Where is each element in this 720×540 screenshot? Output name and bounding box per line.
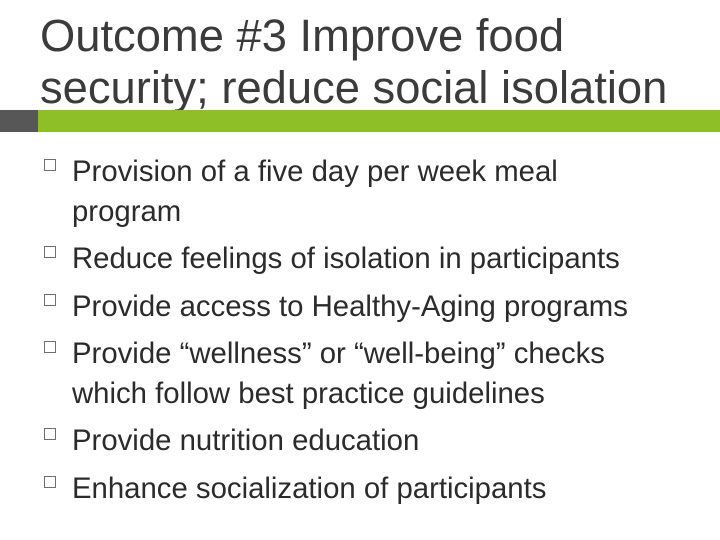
slide-title: Outcome #3 Improve food security; reduce… — [40, 10, 680, 114]
square-bullet-icon — [44, 246, 56, 258]
list-item: Provision of a five day per week meal pr… — [44, 152, 664, 231]
accent-bar — [0, 110, 720, 132]
bullet-list: Provision of a five day per week meal pr… — [44, 152, 664, 509]
bullet-text: Provide nutrition education — [72, 421, 419, 461]
bullet-text: Provide access to Healthy-Aging programs — [72, 287, 628, 327]
list-item: Provide access to Healthy-Aging programs — [44, 287, 664, 327]
bullet-text: Provision of a five day per week meal pr… — [72, 152, 664, 231]
square-bullet-icon — [44, 294, 56, 306]
bullet-text: Enhance socialization of participants — [72, 469, 546, 509]
list-item: Provide “wellness” or “well-being” check… — [44, 334, 664, 413]
list-item: Reduce feelings of isolation in particip… — [44, 239, 664, 279]
square-bullet-icon — [44, 428, 56, 440]
accent-bar-dark — [0, 110, 38, 132]
square-bullet-icon — [44, 341, 56, 353]
square-bullet-icon — [44, 476, 56, 488]
square-bullet-icon — [44, 159, 56, 171]
slide: Outcome #3 Improve food security; reduce… — [0, 0, 720, 540]
list-item: Provide nutrition education — [44, 421, 664, 461]
accent-bar-green — [38, 110, 720, 132]
bullet-text: Provide “wellness” or “well-being” check… — [72, 334, 664, 413]
bullet-text: Reduce feelings of isolation in particip… — [72, 239, 620, 279]
list-item: Enhance socialization of participants — [44, 469, 664, 509]
